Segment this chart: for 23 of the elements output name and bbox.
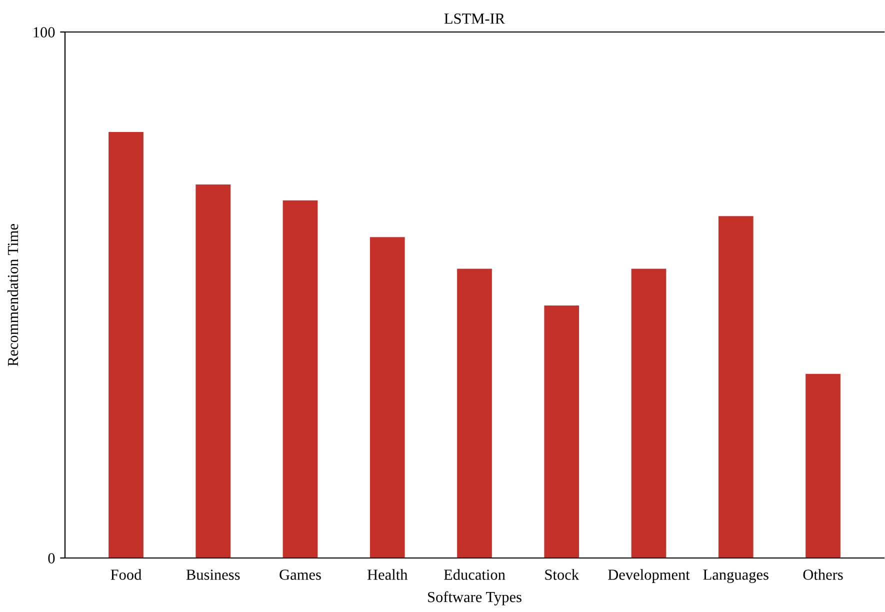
bar: [457, 268, 492, 558]
bar: [631, 268, 666, 558]
bar: [718, 216, 754, 558]
y-tick-label: 0: [48, 553, 55, 564]
chart-title: LSTM-IR: [444, 14, 506, 24]
x-tick-label: Business: [186, 570, 240, 580]
x-tick-label: Others: [803, 569, 843, 580]
x-tick-label: Languages: [703, 570, 768, 583]
bar: [806, 374, 840, 558]
bar: [544, 306, 580, 558]
bar: [108, 132, 144, 558]
y-axis-title: Recommendation Time: [7, 224, 18, 366]
x-tick-label: Education: [444, 569, 506, 580]
bar: [282, 200, 318, 558]
x-tick-label: Games: [280, 570, 321, 580]
x-tick-label: Health: [367, 569, 408, 580]
y-tick-label: 100: [34, 27, 55, 38]
bar: [370, 237, 405, 558]
x-tick-label: Food: [110, 569, 142, 580]
bar: [196, 184, 231, 558]
x-tick-label: Development: [608, 569, 690, 583]
x-axis-title: Software Types: [428, 591, 522, 606]
x-tick-label: Stock: [545, 569, 580, 580]
